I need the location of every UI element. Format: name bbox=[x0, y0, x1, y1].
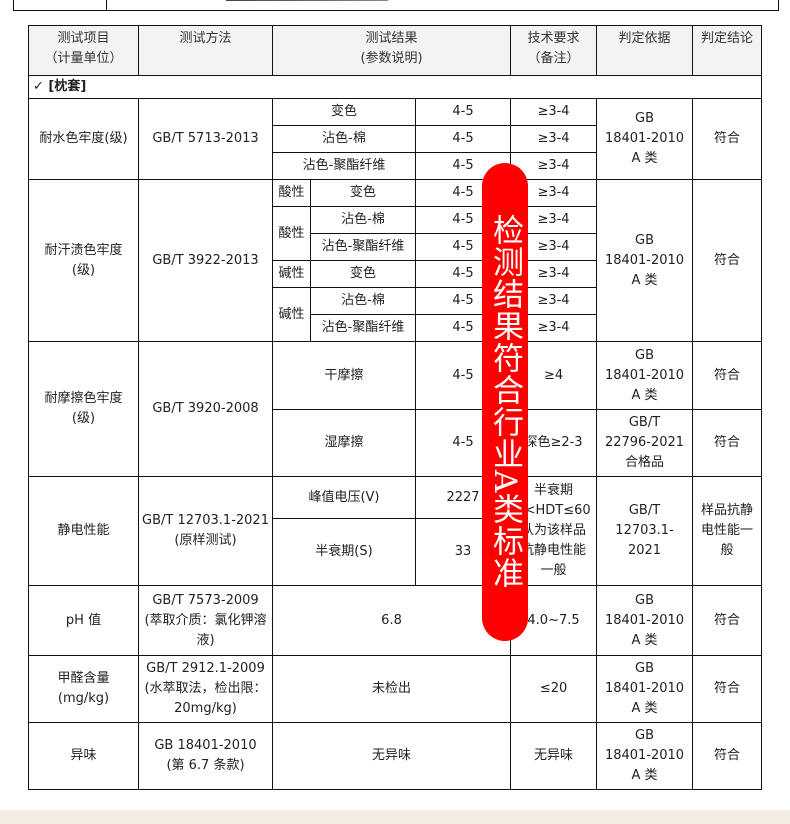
basis: GB 18401-2010 A 类 bbox=[596, 341, 694, 410]
conclusion: 符合 bbox=[692, 722, 763, 790]
sweat-item: 耐汗渍色牢度 (级) bbox=[28, 179, 139, 342]
requirement: 无异味 bbox=[510, 722, 598, 790]
header-row: 测试项目 （计量单位） 测试方法 测试结果 (参数说明) 技术要求 （备注） 判… bbox=[28, 25, 763, 76]
requirement: ≥3-4 bbox=[510, 98, 598, 126]
previous-table-edge bbox=[13, 0, 779, 11]
ph-item: pH 值 bbox=[28, 585, 139, 656]
result-value: 4-5 bbox=[414, 98, 512, 126]
basis: GB/T 22796-2021 合格品 bbox=[596, 409, 694, 477]
result-label: 变色 bbox=[272, 98, 416, 126]
water-method: GB/T 5713-2013 bbox=[138, 98, 273, 180]
result-label: 峰值电压(V) bbox=[272, 476, 416, 519]
result-label: 干摩擦 bbox=[272, 341, 416, 410]
result-value: 无异味 bbox=[271, 722, 512, 790]
conclusion: 符合 bbox=[692, 98, 763, 180]
basis: GB 18401-2010 A 类 bbox=[596, 585, 694, 656]
requirement: ≤20 bbox=[510, 655, 598, 723]
result-label: 沾色-聚酯纤维 bbox=[310, 233, 416, 261]
odor-method: GB 18401-2010 (第 6.7 条款) bbox=[138, 722, 273, 790]
basis: GB 18401-2010 A 类 bbox=[596, 179, 694, 342]
acid-label: 酸性 bbox=[272, 206, 311, 261]
acid-label: 酸性 bbox=[272, 179, 311, 207]
ph-method: GB/T 7573-2009 (萃取介质：氯化钾溶 液) bbox=[138, 585, 273, 656]
result-label: 沾色-聚酯纤维 bbox=[272, 152, 416, 180]
result-value: 4-5 bbox=[414, 125, 512, 153]
header-item: 测试项目 （计量单位） bbox=[28, 25, 139, 76]
result-label: 半衰期(S) bbox=[272, 518, 416, 586]
odor-item: 异味 bbox=[28, 722, 139, 790]
requirement: ≥3-4 bbox=[510, 152, 598, 180]
conclusion: 符合 bbox=[692, 655, 763, 723]
conclusion: 符合 bbox=[692, 341, 763, 410]
result-label: 湿摩擦 bbox=[272, 409, 416, 477]
footer-band bbox=[0, 810, 790, 824]
conclusion: 符合 bbox=[692, 585, 763, 656]
conclusion: 样品抗静 电性能一 般 bbox=[692, 476, 763, 586]
requirement: ≥3-4 bbox=[510, 125, 598, 153]
formaldehyde-method: GB/T 2912.1-2009 (水萃取法，检出限： 20mg/kg) bbox=[138, 655, 273, 723]
result-value: 6.8 bbox=[271, 585, 512, 656]
basis: GB 18401-2010 A 类 bbox=[596, 655, 694, 723]
conclusion: 符合 bbox=[692, 409, 763, 477]
result-label: 沾色-聚酯纤维 bbox=[310, 314, 416, 342]
conclusion: 符合 bbox=[692, 179, 763, 342]
rub-item: 耐摩擦色牢度 (级) bbox=[28, 341, 139, 477]
sweat-method: GB/T 3922-2013 bbox=[138, 179, 273, 342]
test-results-table: 测试项目 （计量单位） 测试方法 测试结果 (参数说明) 技术要求 （备注） 判… bbox=[27, 25, 763, 790]
result-label: 变色 bbox=[310, 179, 416, 207]
basis: GB 18401-2010 A 类 bbox=[596, 722, 694, 790]
header-requirement: 技术要求 （备注） bbox=[510, 25, 598, 76]
header-basis: 判定依据 bbox=[596, 25, 694, 76]
result-value: 未检出 bbox=[271, 655, 512, 723]
basis: GB 18401-2010 A 类 bbox=[596, 98, 694, 180]
alkali-label: 碱性 bbox=[272, 287, 311, 342]
water-item: 耐水色牢度(级) bbox=[28, 98, 139, 180]
formaldehyde-item: 甲醛含量 (mg/kg) bbox=[28, 655, 139, 723]
result-label: 变色 bbox=[310, 260, 416, 288]
result-label: 沾色-棉 bbox=[310, 206, 416, 234]
image-edge bbox=[226, 0, 388, 1]
result-label: 沾色-棉 bbox=[272, 125, 416, 153]
static-method: GB/T 12703.1-2021 (原样测试) bbox=[138, 476, 273, 586]
header-result: 测试结果 (参数说明) bbox=[271, 25, 512, 76]
result-label: 沾色-棉 bbox=[310, 287, 416, 315]
basis: GB/T 12703.1-2021 bbox=[596, 476, 694, 586]
section-pillowcase: ✓ [枕套] bbox=[27, 75, 763, 99]
static-item: 静电性能 bbox=[28, 476, 139, 586]
header-conclusion: 判定结论 bbox=[692, 25, 763, 76]
stamp-overlay: 检测结果符合行业A类标准 bbox=[482, 163, 528, 641]
alkali-label: 碱性 bbox=[272, 260, 311, 288]
header-method: 测试方法 bbox=[138, 25, 273, 76]
rub-method: GB/T 3920-2008 bbox=[138, 341, 273, 477]
